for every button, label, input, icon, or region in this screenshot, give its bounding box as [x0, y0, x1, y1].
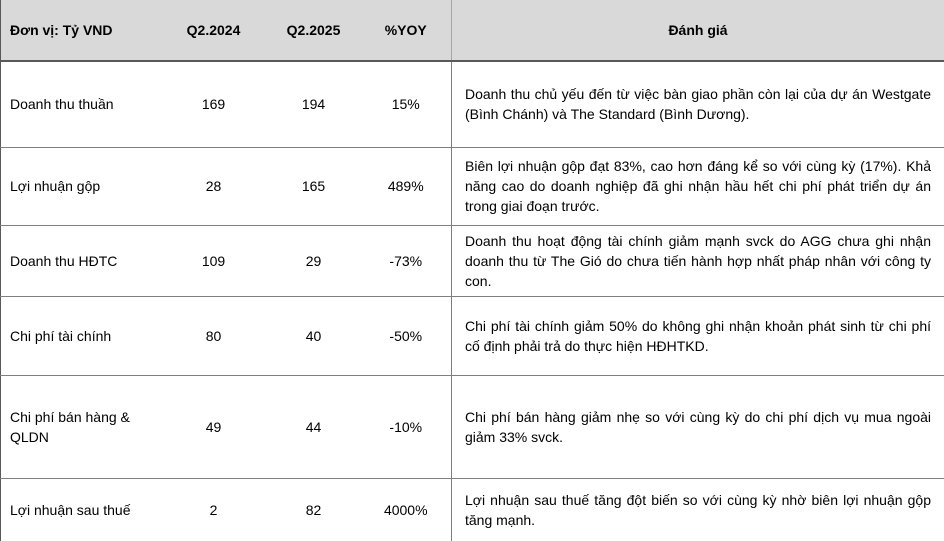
- value-yoy: -73%: [389, 252, 423, 269]
- review-text: Doanh thu chủ yếu đến từ việc bàn giao p…: [451, 61, 944, 147]
- value-yoy: -10%: [389, 418, 423, 435]
- value-yoy: 489%: [387, 178, 424, 194]
- header-review: Đánh giá: [451, 0, 944, 61]
- row-label: Lợi nhuận sau thuế: [10, 502, 131, 519]
- header-q2-2025: Q2.2025: [266, 0, 361, 61]
- header-row: Đơn vị: Tỷ VND Q2.2024 Q2.2025 %YOY Đánh…: [0, 0, 944, 61]
- value-yoy: 4000%: [383, 502, 428, 519]
- value-yoy: -50%: [389, 327, 423, 344]
- table-body: Doanh thu thuần 169 194 15% Doanh thu ch…: [0, 61, 944, 541]
- value-q2-2025: 44: [305, 418, 322, 435]
- review-text: Doanh thu hoạt động tài chính giảm mạnh …: [451, 225, 944, 296]
- header-unit: Đơn vị: Tỷ VND: [0, 0, 161, 61]
- value-yoy: 15%: [391, 96, 420, 113]
- value-q2-2025: 165: [301, 178, 326, 194]
- value-q2-2024: 109: [201, 252, 226, 269]
- value-q2-2024: 169: [201, 96, 226, 113]
- row-label: Chi phí bán hàng & QLDN: [10, 408, 130, 445]
- row-label: Doanh thu thuần: [10, 96, 114, 113]
- value-q2-2024: 28: [205, 178, 222, 194]
- review-text: Lợi nhuận sau thuế tăng đột biến so với …: [451, 478, 944, 541]
- review-text: Chi phí bán hàng giảm nhẹ so với cùng kỳ…: [451, 375, 944, 478]
- row-label: Lợi nhuận gộp: [10, 178, 101, 194]
- review-text: Chi phí tài chính giảm 50% do không ghi …: [451, 296, 944, 375]
- table-row: Lợi nhuận gộp 28 165 489% Biên lợi nhuận…: [0, 147, 944, 225]
- table-row: Doanh thu thuần 169 194 15% Doanh thu ch…: [0, 61, 944, 147]
- review-text: Biên lợi nhuận gộp đạt 83%, cao hơn đáng…: [451, 147, 944, 225]
- row-label: Chi phí tài chính: [10, 327, 112, 344]
- row-label: Doanh thu HĐTC: [10, 252, 118, 269]
- value-q2-2024: 2: [209, 502, 218, 519]
- table-row: Doanh thu HĐTC 109 29 -73% Doanh thu hoạ…: [0, 225, 944, 296]
- table-header: Đơn vị: Tỷ VND Q2.2024 Q2.2025 %YOY Đánh…: [0, 0, 944, 61]
- value-q2-2025: 82: [305, 502, 322, 519]
- table-row: Chi phí bán hàng & QLDN 49 44 -10% Chi p…: [0, 375, 944, 478]
- value-q2-2024: 80: [205, 327, 222, 344]
- value-q2-2024: 49: [205, 418, 222, 435]
- header-q2-2024: Q2.2024: [160, 0, 267, 61]
- header-yoy: %YOY: [360, 0, 452, 61]
- value-q2-2025: 194: [301, 96, 326, 113]
- table-row: Lợi nhuận sau thuế 2 82 4000% Lợi nhuận …: [0, 478, 944, 541]
- value-q2-2025: 29: [305, 252, 322, 269]
- table-row: Chi phí tài chính 80 40 -50% Chi phí tài…: [0, 296, 944, 375]
- value-q2-2025: 40: [305, 327, 322, 344]
